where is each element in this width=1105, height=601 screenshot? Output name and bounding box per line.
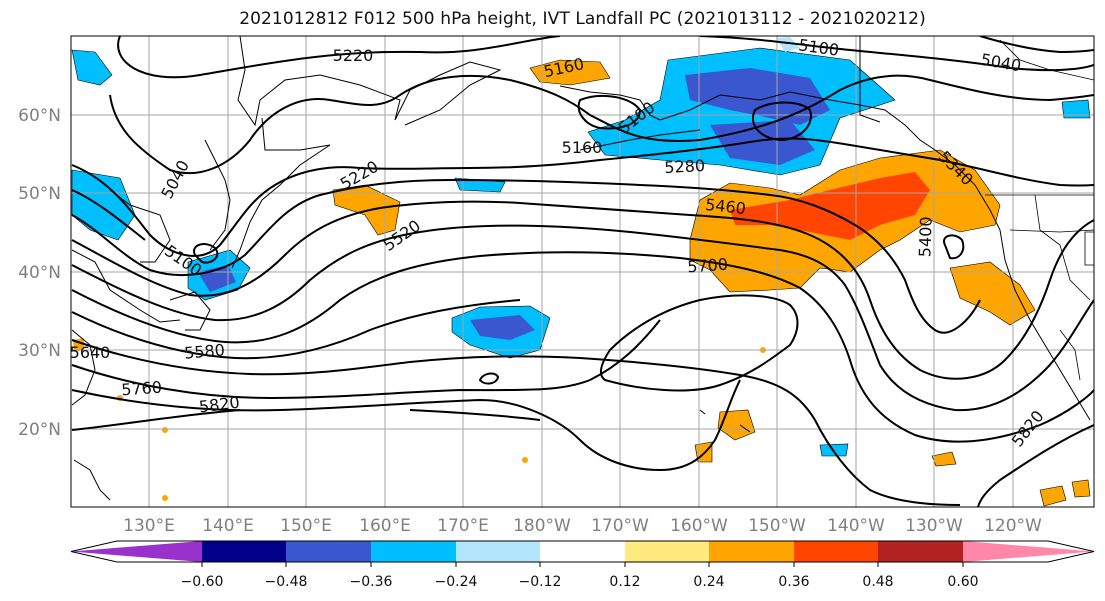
colorbar-segment (71, 541, 202, 562)
lon-label: 170°E (437, 516, 489, 536)
contour-label: 5160 (562, 138, 603, 157)
colorbar-segment (371, 541, 456, 562)
lon-label: 140°E (202, 516, 254, 536)
positive-ivt-regions (73, 59, 1091, 507)
colorbar-segment (202, 541, 286, 562)
coastlines (71, 36, 1091, 501)
lon-label: 140°W (827, 516, 885, 536)
contour-label: 5640 (70, 343, 111, 362)
colorbar-tick-label: −0.48 (265, 574, 308, 590)
contour-label: 5580 (183, 340, 225, 362)
colorbar-tick-label: 0.24 (693, 574, 724, 590)
contour-label: 5460 (704, 195, 746, 218)
political-borders (985, 39, 1094, 381)
colorbar-outline (70, 540, 1095, 563)
colorbar-tick-label: 0.60 (947, 574, 978, 590)
colorbar: −0.60 −0.48 −0.36 −0.24 −0.12 0.12 0.24 … (70, 540, 1095, 590)
lat-label: 60°N (18, 106, 61, 126)
lon-label: 180°W (513, 516, 571, 536)
colorbar-segments (70, 540, 1095, 567)
colorbar-tick-label: −0.60 (181, 574, 224, 590)
contour-label: 5280 (664, 156, 706, 177)
plot-frame (70, 35, 1095, 508)
map-gridlines (71, 36, 1094, 507)
colorbar-tick-label: 0.36 (778, 574, 809, 590)
colorbar-tick-labels: −0.60 −0.48 −0.36 −0.24 −0.12 0.12 0.24 … (181, 574, 979, 590)
lon-label: 130°E (123, 516, 175, 536)
lon-label: 130°W (905, 516, 963, 536)
colorbar-segment (540, 541, 625, 562)
lon-label: 120°W (984, 516, 1042, 536)
colorbar-segment (963, 541, 1094, 562)
contour-label: 5400 (915, 216, 935, 257)
contour-label: 5700 (687, 255, 729, 277)
lon-label: 170°W (591, 516, 649, 536)
colorbar-segment (709, 541, 794, 562)
colorbar-segment (625, 541, 709, 562)
longitude-labels: 130°E 140°E 150°E 160°E 170°E 180°W 170°… (123, 516, 1042, 536)
colorbar-tick-label: −0.12 (519, 574, 562, 590)
colorbar-segment (794, 541, 878, 562)
lat-label: 20°N (18, 420, 61, 440)
lon-label: 150°E (280, 516, 332, 536)
contour-label: 5820 (198, 393, 241, 417)
height-contours (71, 36, 1094, 507)
colorbar-tick-label: 0.48 (862, 574, 893, 590)
lon-label: 160°W (670, 516, 728, 536)
colorbar-segment (456, 541, 540, 562)
contour-label: 5220 (333, 46, 374, 65)
colorbar-tick-label: −0.36 (350, 574, 393, 590)
lon-label: 160°E (359, 516, 411, 536)
colorbar-segment (286, 541, 371, 562)
latitude-labels: 60°N 50°N 40°N 30°N 20°N (18, 106, 61, 440)
lon-label: 150°W (748, 516, 806, 536)
colorbar-segment (878, 541, 963, 562)
colorbar-tick-label: −0.24 (435, 574, 478, 590)
contour-label: 5760 (121, 378, 163, 400)
map-title: 2021012812 F012 500 hPa height, IVT Land… (239, 9, 926, 29)
colorbar-tick-label: 0.12 (609, 574, 640, 590)
lat-label: 30°N (18, 341, 61, 361)
lat-label: 40°N (18, 263, 61, 283)
lat-label: 50°N (18, 184, 61, 204)
